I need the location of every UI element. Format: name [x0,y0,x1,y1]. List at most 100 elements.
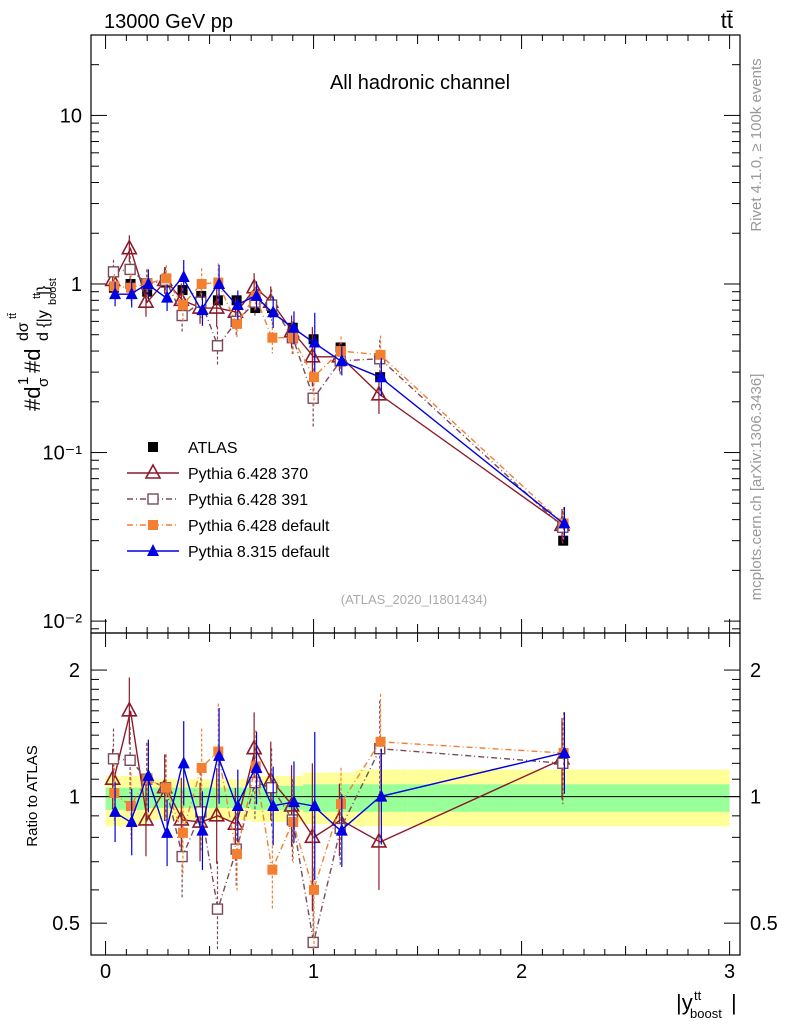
data-point-pythia-6-428-370 [245,278,263,294]
ratio-y-tick-label-right: 1 [750,787,761,809]
data-point-pythia-8-315-default [161,290,174,303]
x-tick-label: 2 [516,961,527,983]
main-title: All hadronic channel [330,72,510,94]
y-tick-label: 1 [71,274,82,296]
ratio-point-pythia-6-428-391 [265,782,278,794]
data-point-pythia-8-315-default [375,370,388,383]
legend-marker-pythia-6-428-default [148,520,158,530]
data-point-pythia-8-315-default [177,270,190,283]
y-axis-title-sup2: tt [31,293,43,299]
ratio-point-pythia-6-428-default [336,799,347,810]
data-point-pythia-8-315-default [250,288,263,301]
x-axis-title-sup: tt [694,988,702,1003]
ratio-point-pythia-6-428-default [267,864,278,875]
ratio-point-pythia-8-315-default [231,798,244,811]
data-point-pythia-6-428-default [161,273,172,284]
ratio-y-tick-label: 2 [69,660,80,682]
data-point-pythia-6-428-default [288,332,299,343]
legend-marker-atlas [148,442,158,452]
data-point-pythia-8-315-default [308,335,321,348]
ratio-point-pythia-8-315-default [196,823,209,836]
data-point-atlas [558,535,569,546]
ratio-stat-band [407,784,730,812]
y-axis-title-part-c: σ [35,377,52,387]
ratio-point-pythia-6-428-391 [124,754,136,767]
main-panel: All hadronic channel (ATLAS_2020_I180143… [7,72,510,607]
ratio-point-pythia-8-315-default [287,795,300,808]
analysis-watermark: (ATLAS_2020_I1801434) [341,592,487,607]
ratio-point-pythia-6-428-370 [104,769,122,786]
data-point-pythia-6-428-default [336,346,347,357]
data-point-pythia-8-315-default [558,516,571,529]
legend-marker-pythia-6-428-391 [147,493,159,505]
ratio-point-pythia-6-428-370 [208,806,226,822]
data-point-pythia-6-428-391 [176,309,188,322]
ratio-point-pythia-6-428-default [177,827,188,838]
data-point-pythia-6-428-370 [208,298,226,314]
ratio-y-tick-label: 1 [69,787,80,809]
ratio-plot-frame [90,632,741,956]
y-tick-label: 10⁻² [43,611,83,633]
data-point-pythia-6-428-370 [120,238,138,255]
x-tick-label: 0 [100,961,111,983]
data-point-pythia-6-428-391 [307,392,319,404]
x-tick-label: 3 [724,961,735,983]
ratio-point-pythia-6-428-default [161,782,172,793]
data-point-pythia-6-428-391 [107,266,120,278]
ratio-point-pythia-6-428-370 [245,739,263,755]
ratio-point-pythia-6-428-391 [557,757,569,770]
legend-label-atlas: ATLAS [188,440,238,457]
ratio-point-pythia-6-428-391 [176,850,188,863]
ratio-point-pythia-6-428-default [109,787,120,798]
ratio-point-pythia-8-315-default [308,798,321,811]
ratio-panel: Ratio to ATLAS |y tt boost | [24,745,737,1021]
data-point-pythia-6-428-370 [137,292,155,308]
y-axis-title-part-f: d {|y [35,310,52,341]
ratio-y-tick-label-right: 0.5 [750,913,778,935]
ratio-point-pythia-6-428-370 [370,832,388,848]
data-point-pythia-6-428-default [267,332,278,343]
data-point-pythia-6-428-default [232,318,243,329]
y-axis-title-part-e: dσ [15,322,32,341]
ratio-point-pythia-6-428-370 [304,827,321,844]
x-axis-title-main: |y [676,990,693,1015]
ratio-point-pythia-6-428-default [196,762,207,773]
data-point-pythia-6-428-391 [211,340,224,352]
legend-marker-pythia-6-428-370 [144,463,162,479]
data-point-pythia-8-315-default [125,287,138,300]
ratio-point-pythia-8-315-default [267,798,280,811]
ratio-point-pythia-6-428-370 [137,810,155,826]
data-point-pythia-8-315-default [213,276,226,289]
y-axis-title-sub: boost [47,278,59,305]
main-y-axis-title: #d 1 σ #d dσ d {|y |} tt̄ tt boost [7,278,59,411]
rivet-version-text: Rivet 4.1.0, ≥ 100k events [748,58,765,231]
legend: ATLAS Pythia 6.428 370 Pythia 6.428 391 Pyt… [127,440,330,561]
legend-label-pythia-6-428-370: Pythia 6.428 370 [188,466,308,483]
ratio-point-pythia-8-315-default [250,760,263,773]
ratio-y-tick-label-right: 2 [750,660,761,682]
data-point-pythia-6-428-370 [304,347,321,363]
ratio-point-pythia-6-428-391 [307,936,319,949]
data-point-pythia-6-428-default [196,278,207,289]
y-axis-title-sup: tt̄ [7,313,19,319]
ratio-point-pythia-6-428-391 [249,776,261,789]
ratio-point-pythia-8-315-default [125,815,138,828]
x-tick-label: 1 [308,961,319,983]
series-line-pythia-6-428-default [113,277,564,524]
data-point-pythia-6-428-391 [124,263,136,276]
y-tick-label: 10 [60,105,82,127]
ratio-point-pythia-8-315-default [109,804,122,817]
ratio-point-pythia-8-315-default [335,823,348,836]
y-axis-title-part-d: #d [20,349,45,373]
data-point-pythia-6-428-370 [370,385,388,401]
data-point-pythia-8-315-default [267,305,280,318]
ratio-point-pythia-6-428-default [125,800,136,811]
ratio-point-pythia-8-315-default [375,789,388,802]
data-point-pythia-8-315-default [142,276,155,289]
data-point-pythia-6-428-default [177,300,188,311]
ratio-point-pythia-6-428-391 [211,903,224,915]
ratio-point-pythia-6-428-default [288,817,299,828]
ratio-point-pythia-8-315-default [142,768,155,781]
ratio-point-pythia-8-315-default [558,745,571,758]
